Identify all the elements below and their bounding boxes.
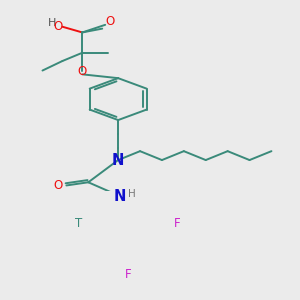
Text: O: O [54,20,63,33]
Text: N: N [112,153,124,168]
Text: O: O [78,65,87,78]
Text: O: O [106,15,115,28]
Text: F: F [125,268,131,281]
Text: H: H [128,189,136,199]
Text: F: F [174,218,181,230]
Text: N: N [114,189,126,204]
Text: O: O [54,179,63,192]
Text: T: T [75,218,82,230]
Text: H: H [48,18,57,28]
